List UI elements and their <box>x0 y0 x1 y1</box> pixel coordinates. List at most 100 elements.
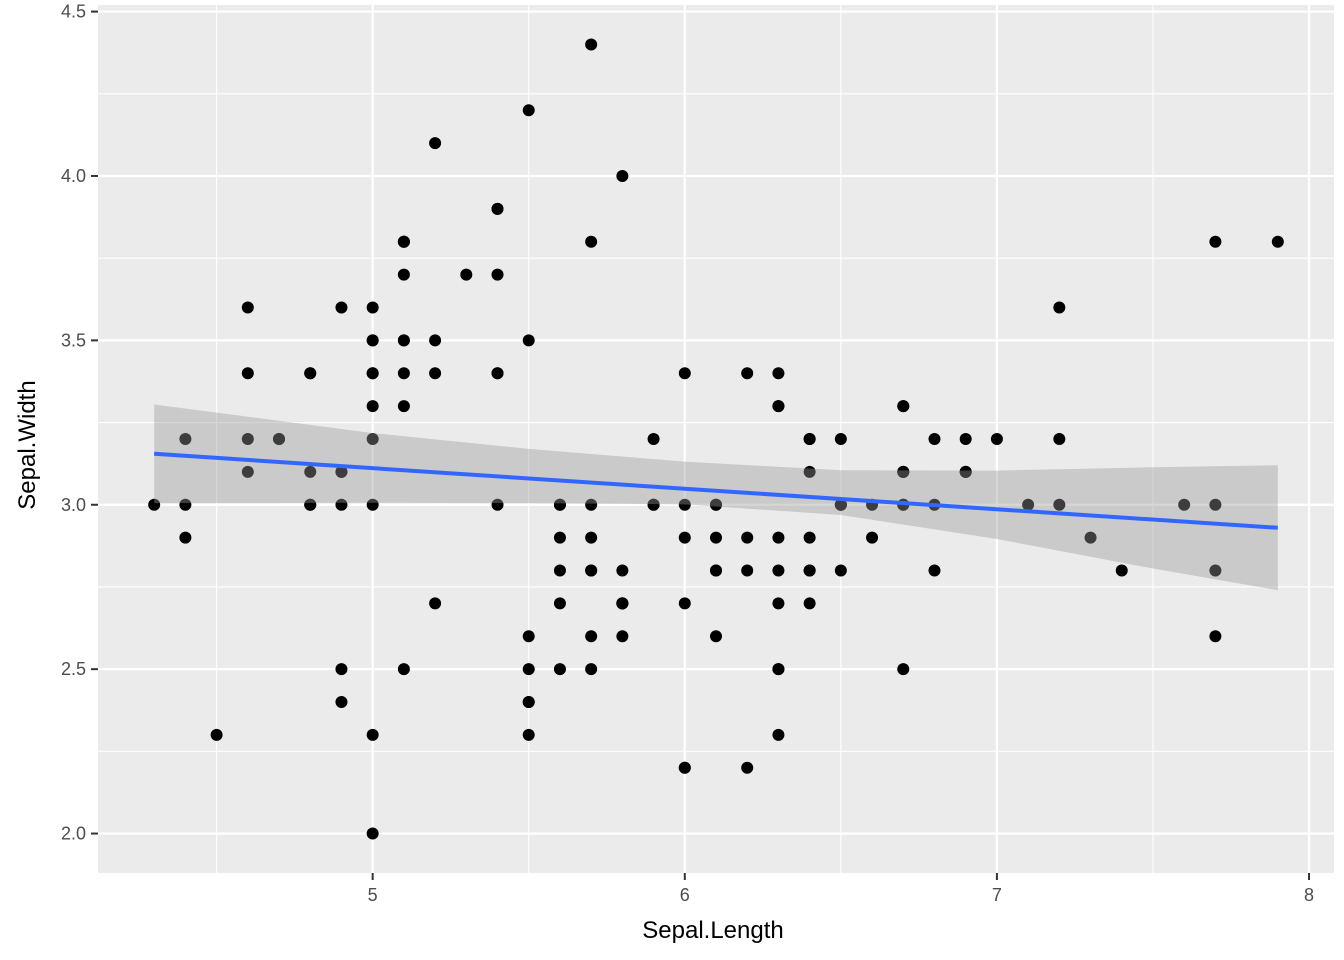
data-point <box>179 531 192 544</box>
data-point <box>366 433 379 445</box>
y-tick-label: 2.0 <box>61 824 86 844</box>
data-point <box>366 301 379 314</box>
data-point <box>522 696 535 709</box>
data-point <box>1053 301 1066 314</box>
data-point <box>429 334 442 347</box>
data-point <box>179 433 192 445</box>
data-point <box>585 564 598 577</box>
data-point <box>959 433 972 445</box>
data-point <box>678 531 691 544</box>
data-point <box>241 301 254 314</box>
data-point <box>585 235 598 248</box>
data-point <box>616 169 629 182</box>
data-point <box>1209 564 1222 577</box>
y-axis-title: Sepal.Width <box>14 380 41 509</box>
data-point <box>491 498 504 511</box>
data-point <box>772 367 785 380</box>
data-point <box>1209 235 1222 248</box>
data-point <box>522 630 535 643</box>
data-point <box>335 498 348 511</box>
data-point <box>647 498 660 511</box>
x-tick-label: 7 <box>992 885 1002 905</box>
data-point <box>616 630 629 643</box>
x-axis: 5 6 7 8 <box>368 873 1314 905</box>
data-point <box>866 531 879 544</box>
data-point <box>460 268 473 281</box>
y-tick-label: 4.5 <box>61 2 86 22</box>
data-point <box>553 663 566 676</box>
data-point <box>335 301 348 314</box>
x-tick-label: 5 <box>368 885 378 905</box>
data-point <box>741 564 754 577</box>
data-point <box>553 597 566 610</box>
data-point <box>803 564 816 577</box>
data-point <box>772 597 785 610</box>
data-point <box>1053 498 1066 511</box>
y-tick-label: 3.0 <box>61 495 86 515</box>
data-point <box>585 38 598 51</box>
data-point <box>803 465 816 478</box>
data-point <box>335 696 348 709</box>
data-point <box>1209 630 1222 643</box>
data-points <box>148 38 1284 840</box>
data-point <box>1115 564 1128 577</box>
regression-line <box>154 451 1278 530</box>
data-point <box>148 498 161 511</box>
data-point <box>1271 235 1284 248</box>
data-point <box>897 663 910 676</box>
data-point <box>585 531 598 544</box>
data-point <box>616 597 629 610</box>
data-point <box>741 367 754 380</box>
data-point <box>585 498 598 511</box>
y-tick-label: 3.5 <box>61 330 86 350</box>
data-point <box>397 334 410 347</box>
data-point <box>397 663 410 676</box>
data-point <box>273 433 286 445</box>
data-point <box>397 367 410 380</box>
data-point <box>241 367 254 380</box>
data-point <box>366 334 379 347</box>
data-point <box>990 433 1003 445</box>
data-point <box>1209 498 1222 511</box>
data-point <box>803 531 816 544</box>
data-point <box>304 465 317 478</box>
y-tick-label: 2.5 <box>61 659 86 679</box>
y-tick-label: 4.0 <box>61 166 86 186</box>
data-point <box>803 597 816 610</box>
data-point <box>741 531 754 544</box>
data-point <box>928 564 941 577</box>
data-point <box>897 400 910 413</box>
data-point <box>366 400 379 413</box>
data-point <box>429 137 442 150</box>
data-point <box>1178 498 1191 511</box>
data-point <box>429 367 442 380</box>
data-point <box>553 531 566 544</box>
data-point <box>772 663 785 676</box>
data-point <box>834 564 847 577</box>
data-point <box>1084 531 1097 544</box>
y-axis: 2.0 2.5 3.0 3.5 4.0 4.5 <box>61 2 98 844</box>
data-point <box>710 531 722 544</box>
data-point <box>772 531 785 544</box>
data-point <box>335 663 348 676</box>
data-point <box>834 498 847 511</box>
data-point <box>304 498 317 511</box>
data-point <box>522 728 535 741</box>
data-point <box>616 564 629 577</box>
data-point <box>678 498 691 511</box>
data-point <box>678 367 691 380</box>
data-point <box>1022 498 1035 511</box>
data-point <box>585 630 598 643</box>
data-point <box>741 761 754 774</box>
data-point <box>366 827 379 840</box>
data-point <box>772 400 785 413</box>
data-point <box>522 334 535 347</box>
data-point <box>803 433 816 445</box>
data-point <box>491 367 504 380</box>
confidence-band <box>154 404 1278 591</box>
x-axis-title: Sepal.Length <box>642 917 783 944</box>
data-point <box>1053 433 1066 445</box>
data-point <box>522 663 535 676</box>
data-point <box>179 498 192 511</box>
